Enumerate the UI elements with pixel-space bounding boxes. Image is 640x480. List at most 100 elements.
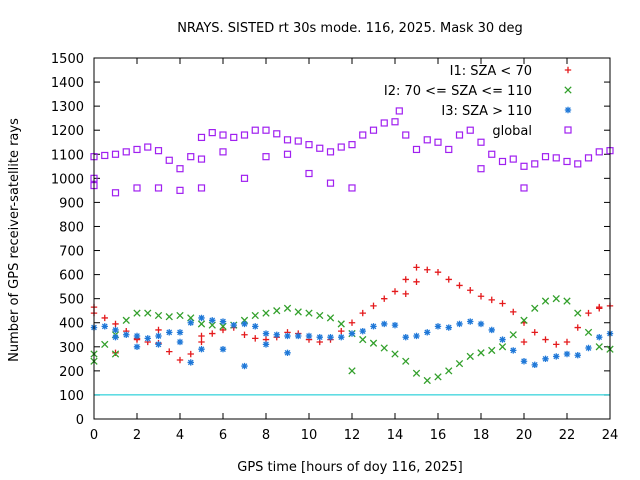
y-tick-label: 900 (59, 196, 84, 211)
x-tick-label: 4 (176, 428, 184, 443)
legend-label-global: global (492, 124, 532, 139)
point-i2 (133, 309, 141, 317)
y-tick-label: 600 (59, 269, 84, 284)
point-i1 (499, 300, 506, 307)
point-i3 (187, 319, 194, 326)
point-i2 (477, 349, 485, 357)
y-tick-label: 200 (59, 365, 84, 380)
point-global (369, 126, 378, 134)
point-i3 (198, 346, 205, 353)
point-i3 (219, 318, 227, 325)
point-i3 (413, 332, 420, 340)
point-i3 (596, 333, 603, 341)
point-i3 (230, 321, 237, 329)
legend: I1: SZA < 70 I2: 70 <= SZA <= 110 I3: SZA … (384, 64, 572, 139)
point-i1 (402, 276, 409, 283)
point-i1 (348, 319, 356, 326)
point-global (111, 189, 120, 197)
point-i2 (154, 311, 163, 320)
point-i2 (563, 297, 571, 305)
point-i1 (542, 336, 549, 343)
point-i3 (133, 343, 141, 350)
point-i1 (198, 338, 205, 346)
point-i3 (209, 317, 216, 324)
point-i3 (424, 329, 431, 336)
x-tick-label: 8 (262, 428, 270, 443)
point-global (552, 154, 560, 162)
point-i3 (563, 350, 571, 358)
point-i2 (176, 311, 184, 320)
point-i2 (294, 308, 302, 316)
point-i2 (552, 295, 560, 303)
chart-title: NRAYS. SISTED rt 30s mode. 116, 2025. Ma… (177, 21, 523, 36)
point-global (273, 130, 281, 138)
point-i3 (542, 355, 549, 363)
point-global (359, 131, 367, 139)
point-i3 (176, 338, 184, 346)
point-i1 (402, 290, 409, 298)
point-global (391, 118, 399, 126)
point-global (219, 148, 227, 156)
point-i1 (359, 309, 366, 317)
point-global (208, 129, 216, 137)
point-global (262, 126, 270, 134)
point-global (283, 150, 292, 158)
x-tick-label: 24 (602, 428, 619, 443)
point-i2 (531, 304, 539, 312)
point-i1 (531, 329, 538, 336)
point-i3 (520, 358, 528, 365)
point-global (230, 133, 238, 142)
point-i1 (467, 287, 474, 294)
point-i1 (338, 327, 345, 335)
point-i2 (412, 369, 421, 377)
point-i3 (241, 320, 248, 328)
point-i3 (338, 333, 345, 341)
plot-frame (93, 57, 611, 420)
point-i1 (477, 293, 485, 300)
point-global (520, 184, 528, 192)
x-tick-label: 12 (344, 428, 361, 443)
point-i3 (123, 331, 130, 338)
point-global (337, 143, 345, 151)
point-global (531, 160, 539, 168)
x-tick-label: 20 (516, 428, 533, 443)
point-global (455, 131, 464, 139)
point-i2 (305, 309, 313, 317)
point-i2 (423, 376, 431, 385)
point-global (326, 148, 335, 156)
point-i3 (574, 352, 581, 359)
point-i1 (520, 338, 528, 346)
point-global (395, 107, 403, 115)
point-i3 (434, 323, 442, 330)
point-i3 (585, 344, 592, 352)
point-i1 (391, 288, 399, 295)
point-i3 (273, 331, 280, 338)
point-i3 (284, 332, 291, 340)
point-global (262, 153, 270, 161)
point-global (187, 153, 195, 161)
point-i1 (381, 295, 388, 302)
point-i1 (585, 309, 592, 317)
point-i3 (477, 320, 485, 328)
point-i2 (584, 328, 593, 337)
point-i3 (488, 326, 495, 334)
point-i2 (498, 343, 507, 351)
point-i3 (176, 329, 184, 336)
point-i2 (251, 311, 259, 320)
point-global (197, 184, 206, 192)
x-tick-label: 10 (301, 428, 318, 443)
point-global (498, 157, 507, 166)
point-global (305, 169, 313, 178)
point-i3 (262, 341, 270, 348)
point-i1 (456, 282, 463, 289)
point-i1 (413, 264, 420, 271)
legend-marker-i2 (564, 86, 572, 94)
legend-marker-i1 (564, 66, 572, 74)
point-i2 (283, 304, 292, 312)
point-global (154, 184, 163, 192)
y-tick-label: 800 (59, 220, 84, 235)
point-i2 (316, 311, 324, 320)
point-i3 (187, 359, 194, 366)
point-i3 (327, 333, 334, 341)
